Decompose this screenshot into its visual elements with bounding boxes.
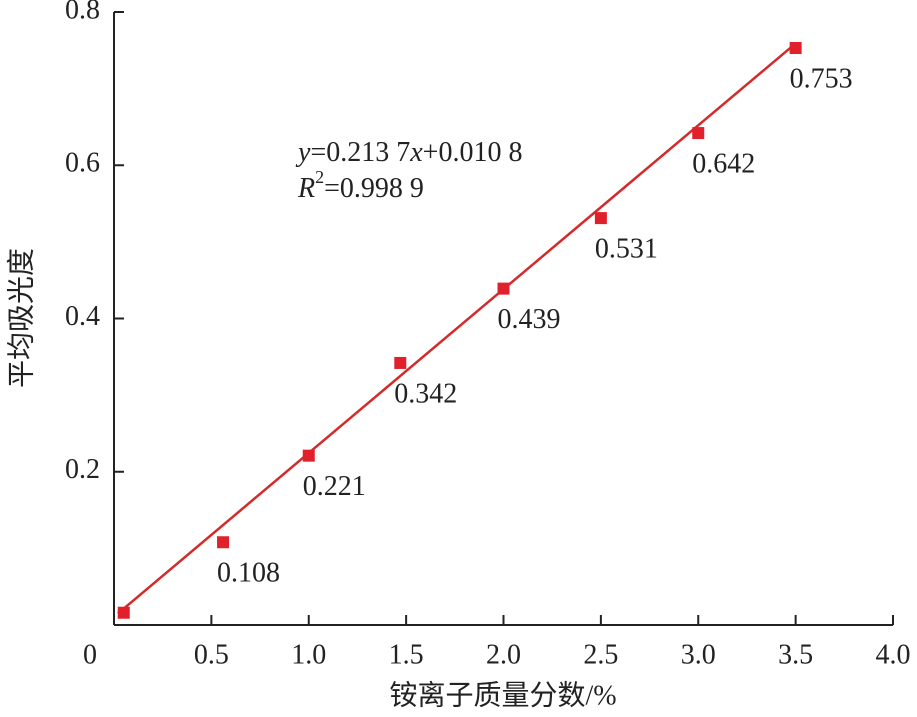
equation-part: y bbox=[295, 137, 311, 168]
r-squared-part: 2 bbox=[315, 167, 324, 187]
data-label: 0.439 bbox=[498, 304, 561, 335]
x-tick-label: 1.5 bbox=[389, 639, 424, 670]
data-label: 0.342 bbox=[394, 378, 457, 409]
point bbox=[692, 127, 705, 140]
point bbox=[117, 606, 130, 619]
y-tick-label: 0.2 bbox=[65, 454, 100, 485]
r-squared-part: =0.998 9 bbox=[324, 173, 424, 204]
equation-part: =0.213 7 bbox=[310, 137, 410, 168]
data-label: 0.108 bbox=[217, 558, 280, 589]
x-axis-title: 铵离子质量分数/% bbox=[389, 679, 616, 711]
origin-label: 0 bbox=[83, 639, 97, 670]
x-tick-label: 4.0 bbox=[876, 639, 911, 670]
y-tick-label: 0.8 bbox=[65, 0, 100, 25]
y-tick-label: 0.6 bbox=[65, 148, 100, 179]
y-axis-title: 平均吸光度 bbox=[5, 248, 37, 388]
point bbox=[497, 282, 510, 295]
y-tick-label: 0.4 bbox=[65, 301, 100, 332]
x-tick-label: 3.5 bbox=[778, 639, 813, 670]
point bbox=[217, 536, 230, 549]
point bbox=[394, 356, 407, 369]
r-squared-part: R bbox=[297, 173, 315, 204]
data-label: 0.642 bbox=[692, 148, 755, 179]
point bbox=[789, 42, 802, 55]
point bbox=[302, 449, 315, 462]
data-label: 0.531 bbox=[595, 234, 658, 265]
x-tick-label: 3.0 bbox=[681, 639, 716, 670]
x-tick-label: 0.5 bbox=[194, 639, 229, 670]
data-label: 0.753 bbox=[790, 63, 853, 94]
data-label: 0.221 bbox=[303, 471, 366, 502]
x-tick-label: 2.5 bbox=[583, 639, 618, 670]
r-squared: R2=0.998 9 bbox=[297, 167, 424, 204]
x-tick-label: 1.0 bbox=[291, 639, 326, 670]
point bbox=[594, 212, 607, 225]
fit-equation: y=0.213 7x+0.010 8 bbox=[295, 137, 522, 168]
fit-line bbox=[117, 42, 797, 615]
equation-part: x bbox=[409, 137, 423, 168]
equation-part: +0.010 8 bbox=[423, 137, 523, 168]
x-tick-label: 2.0 bbox=[486, 639, 521, 670]
